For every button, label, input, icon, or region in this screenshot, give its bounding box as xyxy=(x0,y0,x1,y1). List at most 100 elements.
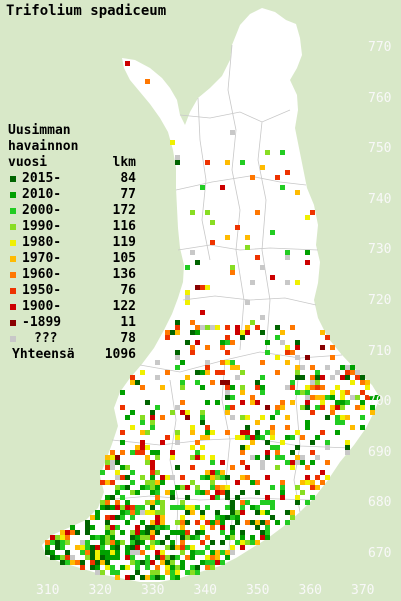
occurrence-cell xyxy=(205,160,210,165)
occurrence-cell xyxy=(325,445,330,450)
legend-row: -1899 11 xyxy=(8,315,136,331)
occurrence-cell xyxy=(90,515,95,520)
occurrence-cell xyxy=(240,160,245,165)
occurrence-cell xyxy=(270,415,275,420)
occurrence-cell xyxy=(125,505,130,510)
occurrence-cell xyxy=(180,530,185,535)
occurrence-cell xyxy=(85,555,90,560)
occurrence-cell xyxy=(280,185,285,190)
occurrence-cell xyxy=(115,575,120,580)
occurrence-cell xyxy=(235,520,240,525)
occurrence-cell xyxy=(240,510,245,515)
occurrence-cell xyxy=(210,555,215,560)
occurrence-cell xyxy=(255,540,260,545)
occurrence-cell xyxy=(155,455,160,460)
occurrence-cell xyxy=(275,335,280,340)
occurrence-cell xyxy=(295,345,300,350)
occurrence-cell xyxy=(140,560,145,565)
occurrence-cell xyxy=(340,375,345,380)
occurrence-cell xyxy=(225,475,230,480)
occurrence-cell xyxy=(200,560,205,565)
occurrence-cell xyxy=(230,265,235,270)
occurrence-cell xyxy=(215,325,220,330)
occurrence-cell xyxy=(280,485,285,490)
occurrence-cell xyxy=(165,490,170,495)
occurrence-cell xyxy=(250,320,255,325)
occurrence-cell xyxy=(190,545,195,550)
occurrence-cell xyxy=(155,470,160,475)
y-tick-label: 670 xyxy=(368,546,392,561)
occurrence-cell xyxy=(255,420,260,425)
occurrence-cell xyxy=(315,380,320,385)
occurrence-cell xyxy=(130,535,135,540)
occurrence-cell xyxy=(140,510,145,515)
legend-row-count: 76 xyxy=(120,283,136,298)
occurrence-cell xyxy=(260,165,265,170)
occurrence-cell xyxy=(95,545,100,550)
occurrence-cell xyxy=(135,550,140,555)
occurrence-cell xyxy=(205,490,210,495)
occurrence-cell xyxy=(245,330,250,335)
occurrence-cell xyxy=(125,415,130,420)
occurrence-cell xyxy=(230,510,235,515)
occurrence-cell xyxy=(310,210,315,215)
occurrence-cell xyxy=(210,495,215,500)
occurrence-cell xyxy=(105,535,110,540)
occurrence-cell xyxy=(280,330,285,335)
occurrence-cell xyxy=(305,500,310,505)
occurrence-cell xyxy=(220,485,225,490)
occurrence-cell xyxy=(110,570,115,575)
occurrence-cell xyxy=(100,540,105,545)
occurrence-cell xyxy=(240,500,245,505)
legend-count-header: lkm xyxy=(112,155,136,170)
occurrence-cell xyxy=(190,465,195,470)
occurrence-cell xyxy=(155,450,160,455)
occurrence-cell xyxy=(150,510,155,515)
occurrence-cell xyxy=(115,545,120,550)
occurrence-cell xyxy=(135,560,140,565)
occurrence-cell xyxy=(180,385,185,390)
occurrence-cell xyxy=(335,420,340,425)
occurrence-cell xyxy=(130,490,135,495)
occurrence-cell xyxy=(125,565,130,570)
occurrence-cell xyxy=(145,535,150,540)
occurrence-cell xyxy=(205,505,210,510)
occurrence-cell xyxy=(125,575,130,580)
occurrence-cell xyxy=(195,505,200,510)
occurrence-cell xyxy=(350,395,355,400)
occurrence-cell xyxy=(180,535,185,540)
legend: Uusimman havainnon vuosi lkm 2015- 84 2010… xyxy=(8,123,136,363)
legend-swatch xyxy=(10,176,16,182)
occurrence-cell xyxy=(170,545,175,550)
occurrence-cell xyxy=(250,455,255,460)
occurrence-cell xyxy=(220,345,225,350)
occurrence-cell xyxy=(225,385,230,390)
occurrence-cell xyxy=(155,550,160,555)
occurrence-cell xyxy=(140,440,145,445)
occurrence-cell xyxy=(310,375,315,380)
occurrence-cell xyxy=(190,210,195,215)
occurrence-cell xyxy=(100,535,105,540)
occurrence-cell xyxy=(185,375,190,380)
occurrence-cell xyxy=(265,430,270,435)
occurrence-cell xyxy=(155,530,160,535)
occurrence-cell xyxy=(260,385,265,390)
occurrence-cell xyxy=(170,560,175,565)
occurrence-cell xyxy=(170,450,175,455)
occurrence-cell xyxy=(325,335,330,340)
occurrence-cell xyxy=(190,345,195,350)
occurrence-cell xyxy=(270,515,275,520)
occurrence-cell xyxy=(110,455,115,460)
occurrence-cell xyxy=(165,370,170,375)
occurrence-cell xyxy=(195,490,200,495)
occurrence-cell xyxy=(135,565,140,570)
occurrence-cell xyxy=(125,520,130,525)
occurrence-cell xyxy=(160,525,165,530)
legend-row-label: ??? xyxy=(34,331,58,346)
occurrence-cell xyxy=(200,410,205,415)
y-tick-label: 710 xyxy=(368,343,392,359)
occurrence-cell xyxy=(150,460,155,465)
occurrence-cell xyxy=(285,250,290,255)
occurrence-cell xyxy=(215,370,220,375)
